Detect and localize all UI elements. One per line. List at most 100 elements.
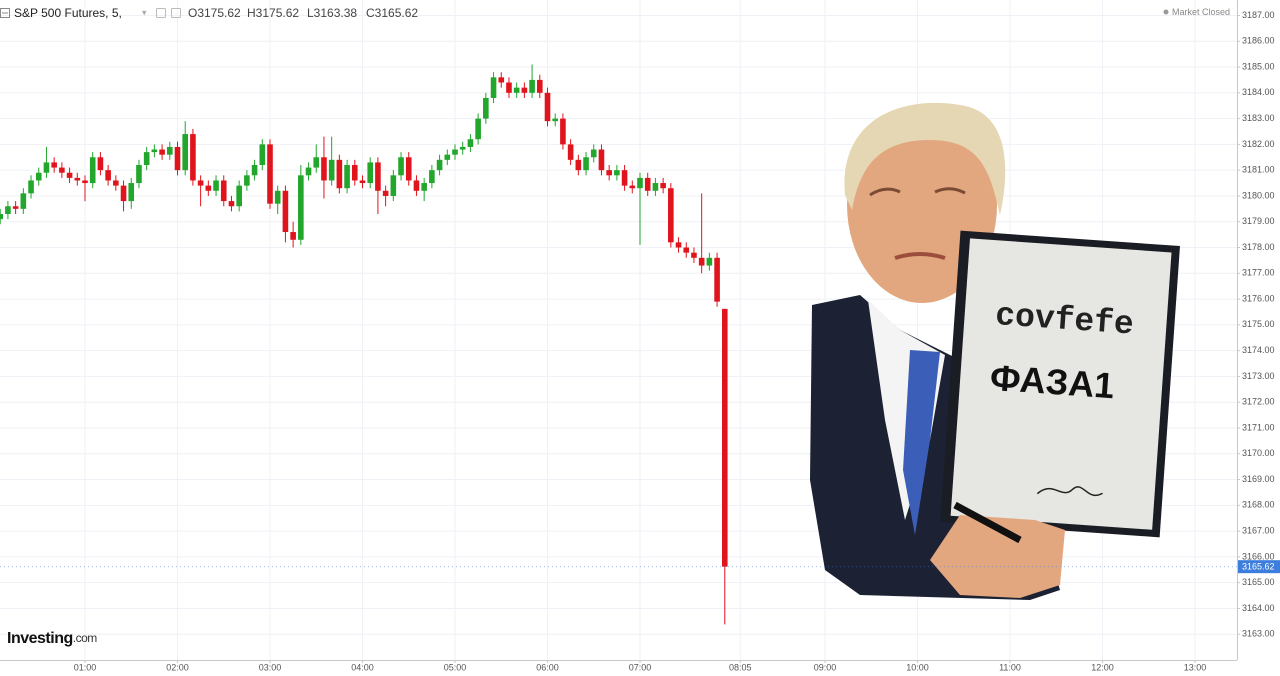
candle-body	[637, 177, 643, 189]
candle-body	[483, 97, 489, 119]
candle-body	[298, 175, 304, 240]
candle-body	[467, 139, 474, 147]
candle-body	[28, 180, 34, 194]
candle-body	[97, 157, 104, 171]
last-price-label: 3165.62	[1242, 562, 1275, 572]
x-tick-label: 01:00	[74, 662, 97, 672]
candle-body	[143, 152, 150, 165]
y-tick-label: 3167.00	[1242, 525, 1275, 535]
y-tick-label: 3180.00	[1242, 190, 1275, 200]
status-dot	[1163, 9, 1169, 15]
x-tick-label: 09:00	[814, 662, 837, 672]
candle-body	[382, 190, 389, 196]
dropdown-arrow[interactable]: ▾	[142, 7, 147, 17]
candle-body	[367, 162, 374, 184]
y-tick-label: 3175.00	[1242, 319, 1275, 329]
candle-body	[113, 180, 119, 186]
x-tick-label: 13:00	[1184, 662, 1207, 672]
candle-body	[444, 154, 451, 160]
candle-body	[20, 193, 27, 209]
candle-body	[120, 185, 127, 202]
candle-body	[159, 149, 165, 155]
pen	[953, 501, 1022, 544]
y-tick-label: 3170.00	[1242, 448, 1275, 458]
mouth	[894, 252, 946, 260]
candle-body	[405, 157, 412, 181]
candle-body	[606, 170, 612, 176]
close-value: C3165.62	[366, 6, 418, 20]
candle-body	[5, 206, 11, 214]
candle-body	[51, 162, 57, 168]
candle-body	[244, 175, 250, 186]
candle-body	[267, 144, 273, 204]
settings-icon[interactable]	[156, 8, 166, 18]
x-tick-label: 07:00	[629, 662, 652, 672]
candle-body	[721, 308, 728, 567]
candle-body	[590, 149, 597, 158]
candle-body	[598, 149, 605, 171]
candle-body	[583, 157, 589, 171]
candle-body	[259, 144, 266, 165]
collapse-icon[interactable]	[0, 8, 10, 18]
candle-body	[136, 165, 142, 184]
candle-body	[691, 252, 697, 258]
candle-body	[128, 183, 135, 202]
candle-body	[706, 257, 713, 266]
x-tick-label: 12:00	[1091, 662, 1114, 672]
close-icon[interactable]	[171, 8, 181, 18]
candle-body	[74, 177, 81, 181]
candle-body	[429, 170, 435, 184]
candle-body	[66, 172, 73, 178]
candle-body	[529, 79, 535, 93]
y-tick-label: 3169.00	[1242, 474, 1275, 484]
meme-text: ФАЗА1	[989, 357, 1116, 407]
candle-body	[59, 167, 65, 173]
candle-body	[344, 165, 350, 189]
candle-body	[513, 87, 520, 93]
logo: Investing.com	[7, 630, 97, 647]
last-price-tag	[1238, 560, 1280, 574]
candle-body	[629, 185, 636, 189]
y-tick-label: 3164.00	[1242, 603, 1275, 613]
tie	[903, 350, 940, 535]
candle-body	[614, 170, 620, 176]
candle-body	[205, 185, 212, 191]
x-tick-label: 02:00	[166, 662, 189, 672]
candle-body	[313, 157, 320, 168]
y-tick-label: 3171.00	[1242, 422, 1275, 432]
overlay-picture: covfefe ФАЗА1	[810, 102, 1180, 600]
candle-body	[251, 165, 258, 176]
y-tick-label: 3187.00	[1242, 10, 1275, 20]
candle-body	[290, 232, 296, 240]
candle-body	[336, 159, 343, 189]
candle-body	[698, 257, 705, 266]
candle-body	[220, 180, 227, 202]
candle-body	[459, 146, 466, 150]
x-tick-label: 11:00	[999, 662, 1021, 672]
x-tick-label: 05:00	[444, 662, 467, 672]
candle-body	[328, 159, 335, 181]
y-tick-label: 3177.00	[1242, 268, 1275, 278]
candle-body	[575, 159, 582, 171]
candle-body	[452, 149, 458, 155]
y-tick-label: 3166.00	[1242, 551, 1275, 561]
candle-body	[43, 162, 50, 173]
y-tick-label: 3163.00	[1242, 629, 1275, 639]
y-tick-label: 3184.00	[1242, 87, 1275, 97]
y-tick-label: 3178.00	[1242, 242, 1275, 252]
candle-body	[683, 247, 690, 253]
y-tick-label: 3181.00	[1242, 165, 1275, 175]
candle-body	[105, 170, 111, 181]
candle-body	[714, 257, 720, 302]
candle-body	[82, 180, 88, 184]
candle-body	[166, 146, 173, 155]
candle-body	[282, 190, 289, 233]
candle-body	[174, 146, 181, 171]
candle-body	[274, 190, 281, 204]
candle-body	[321, 157, 327, 181]
y-tick-label: 3173.00	[1242, 371, 1275, 381]
y-tick-label: 3185.00	[1242, 61, 1275, 71]
candle-body	[12, 206, 19, 209]
eyes	[869, 187, 966, 197]
